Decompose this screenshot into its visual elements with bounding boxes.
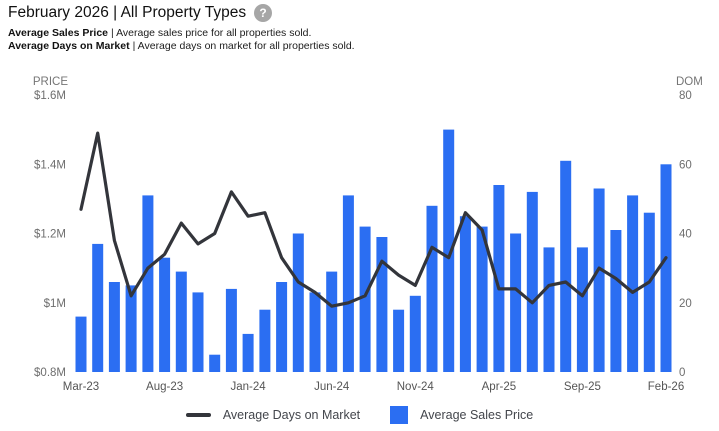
bar-Jun-25[interactable] bbox=[526, 191, 538, 372]
x-axis-label-Mar-23: Mar-23 bbox=[63, 381, 99, 393]
bar-Aug-23[interactable] bbox=[159, 257, 171, 372]
left-axis-tick-$1.6M: $1.6M bbox=[34, 90, 66, 102]
left-axis-tick-$1.2M: $1.2M bbox=[34, 229, 66, 241]
bar-Aug-24[interactable] bbox=[359, 226, 371, 372]
bar-Mar-25[interactable] bbox=[476, 226, 488, 372]
x-axis-label-Aug-23: Aug-23 bbox=[146, 381, 183, 393]
bar-Mar-24[interactable] bbox=[276, 282, 288, 372]
series-descriptions: Average Sales Price | Average sales price… bbox=[8, 27, 355, 53]
bar-Jan-26[interactable] bbox=[643, 212, 655, 372]
bar-Jun-24[interactable] bbox=[326, 271, 338, 372]
x-axis-label-Feb-26: Feb-26 bbox=[648, 381, 684, 393]
bar-Jul-25[interactable] bbox=[543, 247, 555, 372]
left-axis-tick-$1M: $1M bbox=[44, 298, 66, 310]
bar-Feb-26[interactable] bbox=[660, 164, 672, 372]
page-title: February 2026 | All Property Types bbox=[8, 4, 247, 21]
bar-Apr-23[interactable] bbox=[92, 243, 104, 372]
bar-Feb-24[interactable] bbox=[259, 309, 271, 372]
x-axis-label-Apr-25: Apr-25 bbox=[482, 381, 517, 393]
bar-Sep-25[interactable] bbox=[576, 247, 588, 372]
right-axis-title: DOM bbox=[676, 76, 703, 88]
bar-May-25[interactable] bbox=[510, 233, 522, 373]
bar-Jan-25[interactable] bbox=[443, 129, 455, 372]
bar-Nov-25[interactable] bbox=[610, 230, 622, 372]
bar-Sep-24[interactable] bbox=[376, 237, 388, 372]
series-description-dom-text: | Average days on market for all propert… bbox=[132, 40, 355, 52]
right-axis-tick-80: 80 bbox=[679, 90, 692, 102]
help-icon[interactable]: ? bbox=[254, 4, 273, 22]
right-axis-tick-20: 20 bbox=[679, 298, 692, 310]
series-description-price-name: Average Sales Price bbox=[8, 27, 109, 39]
bar-May-23[interactable] bbox=[108, 282, 120, 372]
bar-Dec-25[interactable] bbox=[627, 195, 639, 372]
bar-Feb-25[interactable] bbox=[459, 216, 471, 372]
avg-days-on-market-line[interactable] bbox=[79, 131, 668, 308]
x-axis-label-Jun-24: Jun-24 bbox=[314, 381, 350, 393]
series-description-dom-name: Average Days on Market bbox=[8, 40, 130, 52]
left-axis-tick-$1.4M: $1.4M bbox=[34, 159, 66, 171]
bar-Oct-23[interactable] bbox=[192, 292, 204, 372]
x-axis-label-Nov-24: Nov-24 bbox=[397, 381, 435, 393]
bar-Jul-23[interactable] bbox=[142, 195, 154, 372]
bar-Nov-24[interactable] bbox=[409, 295, 421, 372]
bar-Apr-24[interactable] bbox=[292, 233, 304, 373]
series-description-price-text: | Average sales price for all properties… bbox=[111, 27, 312, 39]
right-axis-tick-0: 0 bbox=[679, 367, 685, 379]
bar-Aug-25[interactable] bbox=[560, 160, 572, 372]
legend-label-dom: Average Days on Market bbox=[222, 408, 361, 422]
left-axis-title: PRICE bbox=[33, 76, 68, 88]
legend-item-avg-sales-price[interactable]: Average Sales Price bbox=[390, 406, 533, 424]
bar-Jun-23[interactable] bbox=[125, 285, 137, 372]
bar-Sep-23[interactable] bbox=[175, 271, 187, 372]
bar-Oct-24[interactable] bbox=[393, 309, 405, 372]
bar-Oct-25[interactable] bbox=[593, 188, 605, 373]
series-description-dom: Average Days on Market | Average days on … bbox=[8, 40, 355, 53]
legend-label-price: Average Sales Price bbox=[420, 408, 534, 422]
bar-Nov-23[interactable] bbox=[209, 354, 221, 372]
line-swatch-icon bbox=[185, 413, 211, 417]
bar-Jan-24[interactable] bbox=[242, 333, 254, 372]
bar-Mar-23[interactable] bbox=[75, 316, 87, 372]
bar-May-24[interactable] bbox=[309, 292, 321, 372]
left-axis-tick-$0.8M: $0.8M bbox=[34, 367, 66, 379]
right-axis-tick-60: 60 bbox=[679, 159, 692, 171]
square-swatch-icon bbox=[390, 406, 409, 424]
x-axis-label-Sep-25: Sep-25 bbox=[564, 381, 601, 393]
legend-item-avg-days-on-market[interactable]: Average Days on Market bbox=[185, 408, 361, 422]
bar-Dec-23[interactable] bbox=[225, 288, 237, 372]
bar-Jul-24[interactable] bbox=[342, 195, 354, 372]
bar-Apr-25[interactable] bbox=[493, 185, 505, 372]
bar-Dec-24[interactable] bbox=[426, 205, 438, 372]
series-description-price: Average Sales Price | Average sales price… bbox=[8, 27, 355, 40]
x-axis-label-Jan-24: Jan-24 bbox=[231, 381, 267, 393]
right-axis-tick-40: 40 bbox=[679, 229, 692, 241]
chart-legend: Average Days on Market Average Sales Pri… bbox=[0, 402, 719, 428]
header: February 2026 | All Property Types ? bbox=[8, 4, 273, 22]
